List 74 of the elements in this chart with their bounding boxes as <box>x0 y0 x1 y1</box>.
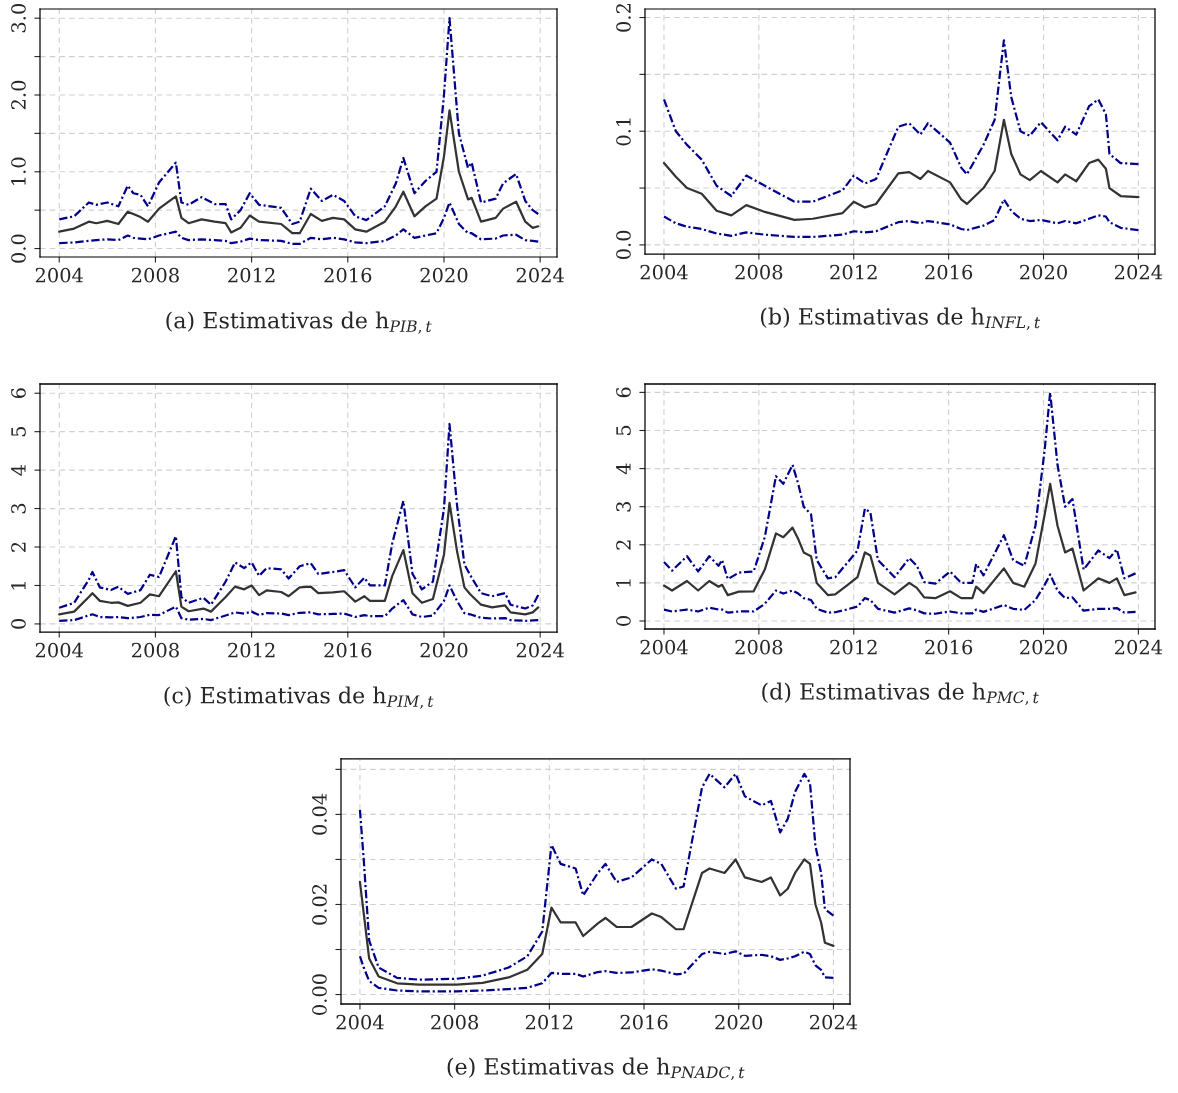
y-tick-label: 0.0 <box>616 230 631 260</box>
y-tick-label: 0.0 <box>11 234 26 263</box>
line-series <box>662 198 1140 239</box>
x-tick-label: 2004 <box>640 264 688 280</box>
x-tick-label: 2004 <box>35 642 83 658</box>
y-tick-label: 0 <box>616 616 631 626</box>
y-tick-label: 2 <box>616 540 631 550</box>
y-tick-label: 4 <box>11 464 26 476</box>
text: (a) Estimativas de h$_{PIB,t}$ <box>166 311 432 334</box>
y-tick-label: 2 <box>11 542 26 552</box>
x-tick-label: 2004 <box>35 267 83 283</box>
y-tick-label: 3 <box>11 503 26 514</box>
x-tick-label: 2008 <box>132 267 179 283</box>
y-tick-label: 5 <box>616 425 631 436</box>
text: (d) Estimativas de h$_{PMC,t}$ <box>762 682 1039 706</box>
x-tick-label: 2004 <box>336 1014 384 1030</box>
x-tick-label: 2024 <box>516 642 564 658</box>
y-tick-label: 3 <box>616 501 631 512</box>
x-tick-label: 2020 <box>1020 264 1067 280</box>
line-series <box>662 39 1140 203</box>
line-series <box>58 17 540 226</box>
x-tick-label: 2012 <box>830 639 877 655</box>
x-tick-label: 2012 <box>228 642 275 658</box>
x-tick-label: 2020 <box>1020 639 1067 655</box>
line-series <box>358 772 835 981</box>
x-tick-label: 2020 <box>715 1014 763 1030</box>
y-tick-label: 5 <box>11 426 26 437</box>
line-series <box>358 858 835 986</box>
x-tick-label: 2024 <box>1114 639 1163 655</box>
x-tick-label: 2016 <box>925 639 973 655</box>
x-tick-label: 2016 <box>324 642 372 658</box>
x-tick-label: 2012 <box>830 264 877 280</box>
y-tick-label: 0.04 <box>312 793 327 835</box>
y-tick-label: 0.1 <box>616 118 631 146</box>
line-series <box>58 501 540 616</box>
x-tick-label: 2008 <box>132 642 179 658</box>
x-tick-label: 2024 <box>1114 264 1163 280</box>
x-tick-label: 2016 <box>925 264 973 280</box>
y-tick-label: 0.2 <box>616 3 631 32</box>
x-tick-label: 2024 <box>810 1014 858 1030</box>
x-tick-label: 2016 <box>620 1014 668 1030</box>
line-series <box>662 573 1137 615</box>
line-series <box>358 950 835 993</box>
y-tick-label: 6 <box>616 387 631 398</box>
line-series <box>662 118 1140 221</box>
y-tick-label: 1 <box>616 579 631 587</box>
line-series <box>58 422 540 610</box>
text: (c) Estimativas de h$_{PIM,t}$ <box>164 686 434 709</box>
line-series <box>662 391 1137 585</box>
line-series <box>58 109 540 235</box>
x-tick-label: 2004 <box>640 639 688 655</box>
line-series <box>662 482 1137 600</box>
y-tick-label: 3.0 <box>11 4 26 33</box>
line-series <box>58 584 540 622</box>
x-tick-label: 2008 <box>735 639 783 655</box>
y-tick-label: 4 <box>616 463 631 475</box>
x-tick-label: 2020 <box>420 267 468 283</box>
x-tick-label: 2012 <box>525 1014 573 1030</box>
x-tick-label: 2024 <box>516 267 564 283</box>
line-series <box>58 201 540 246</box>
x-tick-label: 2012 <box>228 267 275 283</box>
x-tick-label: 2020 <box>420 642 468 658</box>
x-tick-label: 2008 <box>735 264 783 280</box>
text: (b) Estimativas de h$_{INFL,t}$ <box>760 307 1041 331</box>
y-tick-label: 1 <box>11 582 26 590</box>
y-tick-label: 2.0 <box>11 80 26 110</box>
y-tick-label: 6 <box>11 388 26 399</box>
y-tick-label: 0.00 <box>312 974 327 1015</box>
y-tick-label: 0 <box>11 619 26 629</box>
x-tick-label: 2008 <box>431 1014 479 1030</box>
y-tick-label: 0.02 <box>312 884 327 925</box>
x-tick-label: 2016 <box>324 267 372 283</box>
y-tick-label: 1.0 <box>11 157 26 185</box>
text: (e) Estimativas de h$_{PNADC,t}$ <box>447 1057 745 1081</box>
